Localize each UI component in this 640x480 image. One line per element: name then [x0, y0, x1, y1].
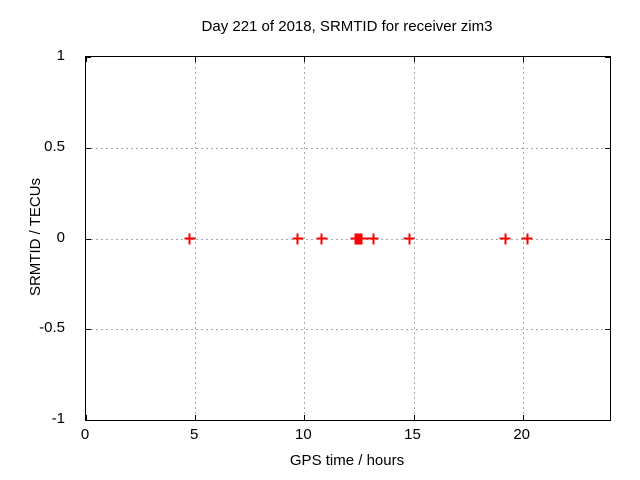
y-tick-mirror-1 [605, 57, 610, 58]
y-tick-label-0.5: 0.5 [44, 137, 65, 155]
gridline-y--0.5 [86, 329, 610, 331]
y-tick-mirror--0.5 [605, 329, 610, 331]
y-tick-label-1: 1 [56, 47, 65, 64]
x-tick-10 [304, 415, 306, 420]
y-tick-label--0.5: -0.5 [39, 319, 65, 337]
x-tick-5 [195, 415, 197, 420]
data-point-marker [521, 233, 533, 244]
x-axis-label: GPS time / hours [289, 452, 405, 469]
data-point-marker [356, 233, 368, 244]
x-tick-mirror-0 [86, 57, 87, 62]
x-tick-0 [86, 415, 87, 420]
x-tick-mirror-20 [522, 57, 524, 62]
gridline-y-0 [86, 238, 610, 240]
data-point-marker [184, 233, 196, 244]
y-tick-mirror-0.5 [605, 147, 610, 149]
y-tick--1 [86, 420, 91, 421]
data-point-marker [292, 233, 304, 244]
y-tick-mirror--1 [605, 420, 610, 421]
y-tick-label--1: -1 [51, 410, 65, 427]
plot-area [85, 56, 611, 421]
y-tick-0 [86, 238, 91, 240]
x-tick-mirror-15 [413, 57, 415, 62]
gridline-y-0.5 [86, 147, 610, 149]
x-tick-20 [522, 415, 524, 420]
y-tick-label-0: 0 [56, 228, 65, 246]
y-tick--0.5 [86, 329, 91, 331]
y-tick-0.5 [86, 147, 91, 149]
data-point-marker [403, 233, 415, 244]
y-tick-mirror-0 [605, 238, 610, 240]
x-tick-label-15: 15 [404, 426, 421, 443]
data-point-marker [316, 233, 328, 244]
data-point-marker [367, 233, 379, 244]
x-tick-mirror-5 [195, 57, 197, 62]
y-tick-1 [86, 57, 91, 58]
x-tick-label-0: 0 [80, 426, 90, 443]
x-tick-15 [413, 415, 415, 420]
x-tick-label-10: 10 [294, 426, 312, 443]
chart-title: Day 221 of 2018, SRMTID for receiver zim… [201, 18, 493, 35]
x-tick-label-5: 5 [189, 426, 199, 443]
data-point-marker [499, 233, 511, 244]
x-tick-label-20: 20 [513, 426, 530, 443]
x-tick-mirror-10 [304, 57, 306, 62]
